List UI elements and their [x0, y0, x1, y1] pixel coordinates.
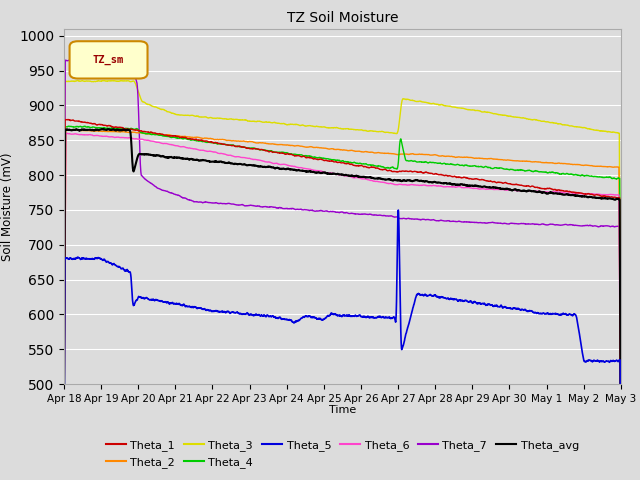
Theta_6	[606, 192, 614, 197]
Theta_avg	[617, 463, 625, 469]
Theta_4	[606, 174, 614, 180]
Theta_4	[157, 132, 164, 138]
Theta_3	[124, 78, 132, 84]
Theta_1	[617, 462, 625, 468]
Theta_3	[298, 122, 306, 128]
Theta_7	[157, 187, 164, 192]
Theta_5	[157, 298, 164, 304]
Theta_avg	[157, 153, 164, 159]
Theta_7	[617, 460, 625, 466]
Theta_7	[546, 221, 554, 227]
Theta_2	[546, 160, 554, 166]
Line: Theta_4: Theta_4	[64, 126, 621, 456]
Theta_avg	[606, 195, 614, 201]
Theta_2	[69, 127, 77, 132]
Theta_avg	[60, 428, 68, 434]
Line: Theta_3: Theta_3	[64, 81, 621, 453]
Line: Theta_avg: Theta_avg	[64, 129, 621, 466]
Theta_avg	[298, 168, 306, 174]
Y-axis label: Soil Moisture (mV): Soil Moisture (mV)	[1, 152, 13, 261]
Line: Theta_5: Theta_5	[64, 210, 621, 480]
Theta_6	[124, 135, 132, 141]
Theta_4	[274, 149, 282, 155]
Text: TZ_sm: TZ_sm	[93, 55, 124, 65]
Theta_3	[546, 120, 554, 125]
Theta_avg	[99, 126, 107, 132]
Theta_7	[606, 224, 614, 229]
Legend: Theta_1, Theta_2, Theta_3, Theta_4, Theta_5, Theta_6, Theta_7, Theta_avg: Theta_1, Theta_2, Theta_3, Theta_4, Thet…	[102, 436, 583, 472]
Theta_4	[298, 152, 306, 158]
Theta_6	[298, 165, 306, 170]
Theta_5	[298, 315, 305, 321]
Line: Theta_1: Theta_1	[64, 120, 621, 465]
Theta_1	[64, 117, 72, 122]
Theta_1	[157, 131, 164, 137]
Theta_2	[274, 142, 282, 147]
Theta_1	[546, 186, 554, 192]
Theta_1	[60, 423, 68, 429]
Theta_7	[100, 57, 108, 62]
Theta_5	[274, 315, 282, 321]
Theta_5	[394, 207, 402, 213]
Theta_7	[124, 58, 132, 63]
Line: Theta_7: Theta_7	[64, 60, 621, 463]
Theta_2	[617, 447, 625, 453]
Line: Theta_2: Theta_2	[64, 130, 621, 450]
Theta_1	[298, 154, 306, 160]
Theta_avg	[274, 165, 282, 171]
Theta_3	[74, 78, 81, 84]
Theta_4	[124, 126, 132, 132]
Theta_avg	[124, 127, 132, 132]
Theta_3	[274, 120, 282, 126]
FancyBboxPatch shape	[70, 41, 148, 79]
Theta_6	[157, 140, 164, 146]
Theta_1	[606, 194, 614, 200]
X-axis label: Time: Time	[329, 405, 356, 415]
Theta_2	[606, 164, 614, 169]
Theta_5	[606, 359, 614, 364]
Theta_2	[298, 144, 306, 149]
Theta_1	[124, 126, 132, 132]
Theta_6	[546, 190, 554, 195]
Theta_2	[60, 428, 68, 434]
Theta_2	[124, 130, 132, 135]
Theta_6	[60, 430, 68, 436]
Theta_3	[606, 129, 614, 134]
Theta_6	[274, 161, 282, 167]
Theta_7	[298, 207, 306, 213]
Theta_1	[274, 150, 282, 156]
Theta_4	[617, 453, 625, 458]
Theta_2	[157, 132, 164, 137]
Theta_4	[65, 123, 72, 129]
Theta_5	[546, 311, 554, 316]
Theta_7	[274, 205, 282, 211]
Theta_3	[157, 107, 164, 112]
Theta_5	[124, 267, 131, 273]
Theta_3	[617, 450, 625, 456]
Theta_6	[63, 131, 71, 136]
Theta_4	[60, 426, 68, 432]
Theta_avg	[546, 190, 554, 195]
Line: Theta_6: Theta_6	[64, 133, 621, 464]
Theta_7	[60, 371, 68, 376]
Theta_4	[546, 170, 554, 176]
Theta_3	[60, 382, 68, 388]
Theta_6	[617, 461, 625, 467]
Title: TZ Soil Moisture: TZ Soil Moisture	[287, 11, 398, 25]
